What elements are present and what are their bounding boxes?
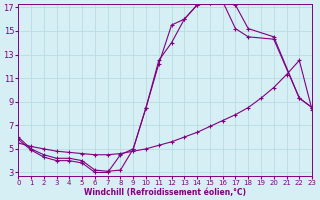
- X-axis label: Windchill (Refroidissement éolien,°C): Windchill (Refroidissement éolien,°C): [84, 188, 246, 197]
